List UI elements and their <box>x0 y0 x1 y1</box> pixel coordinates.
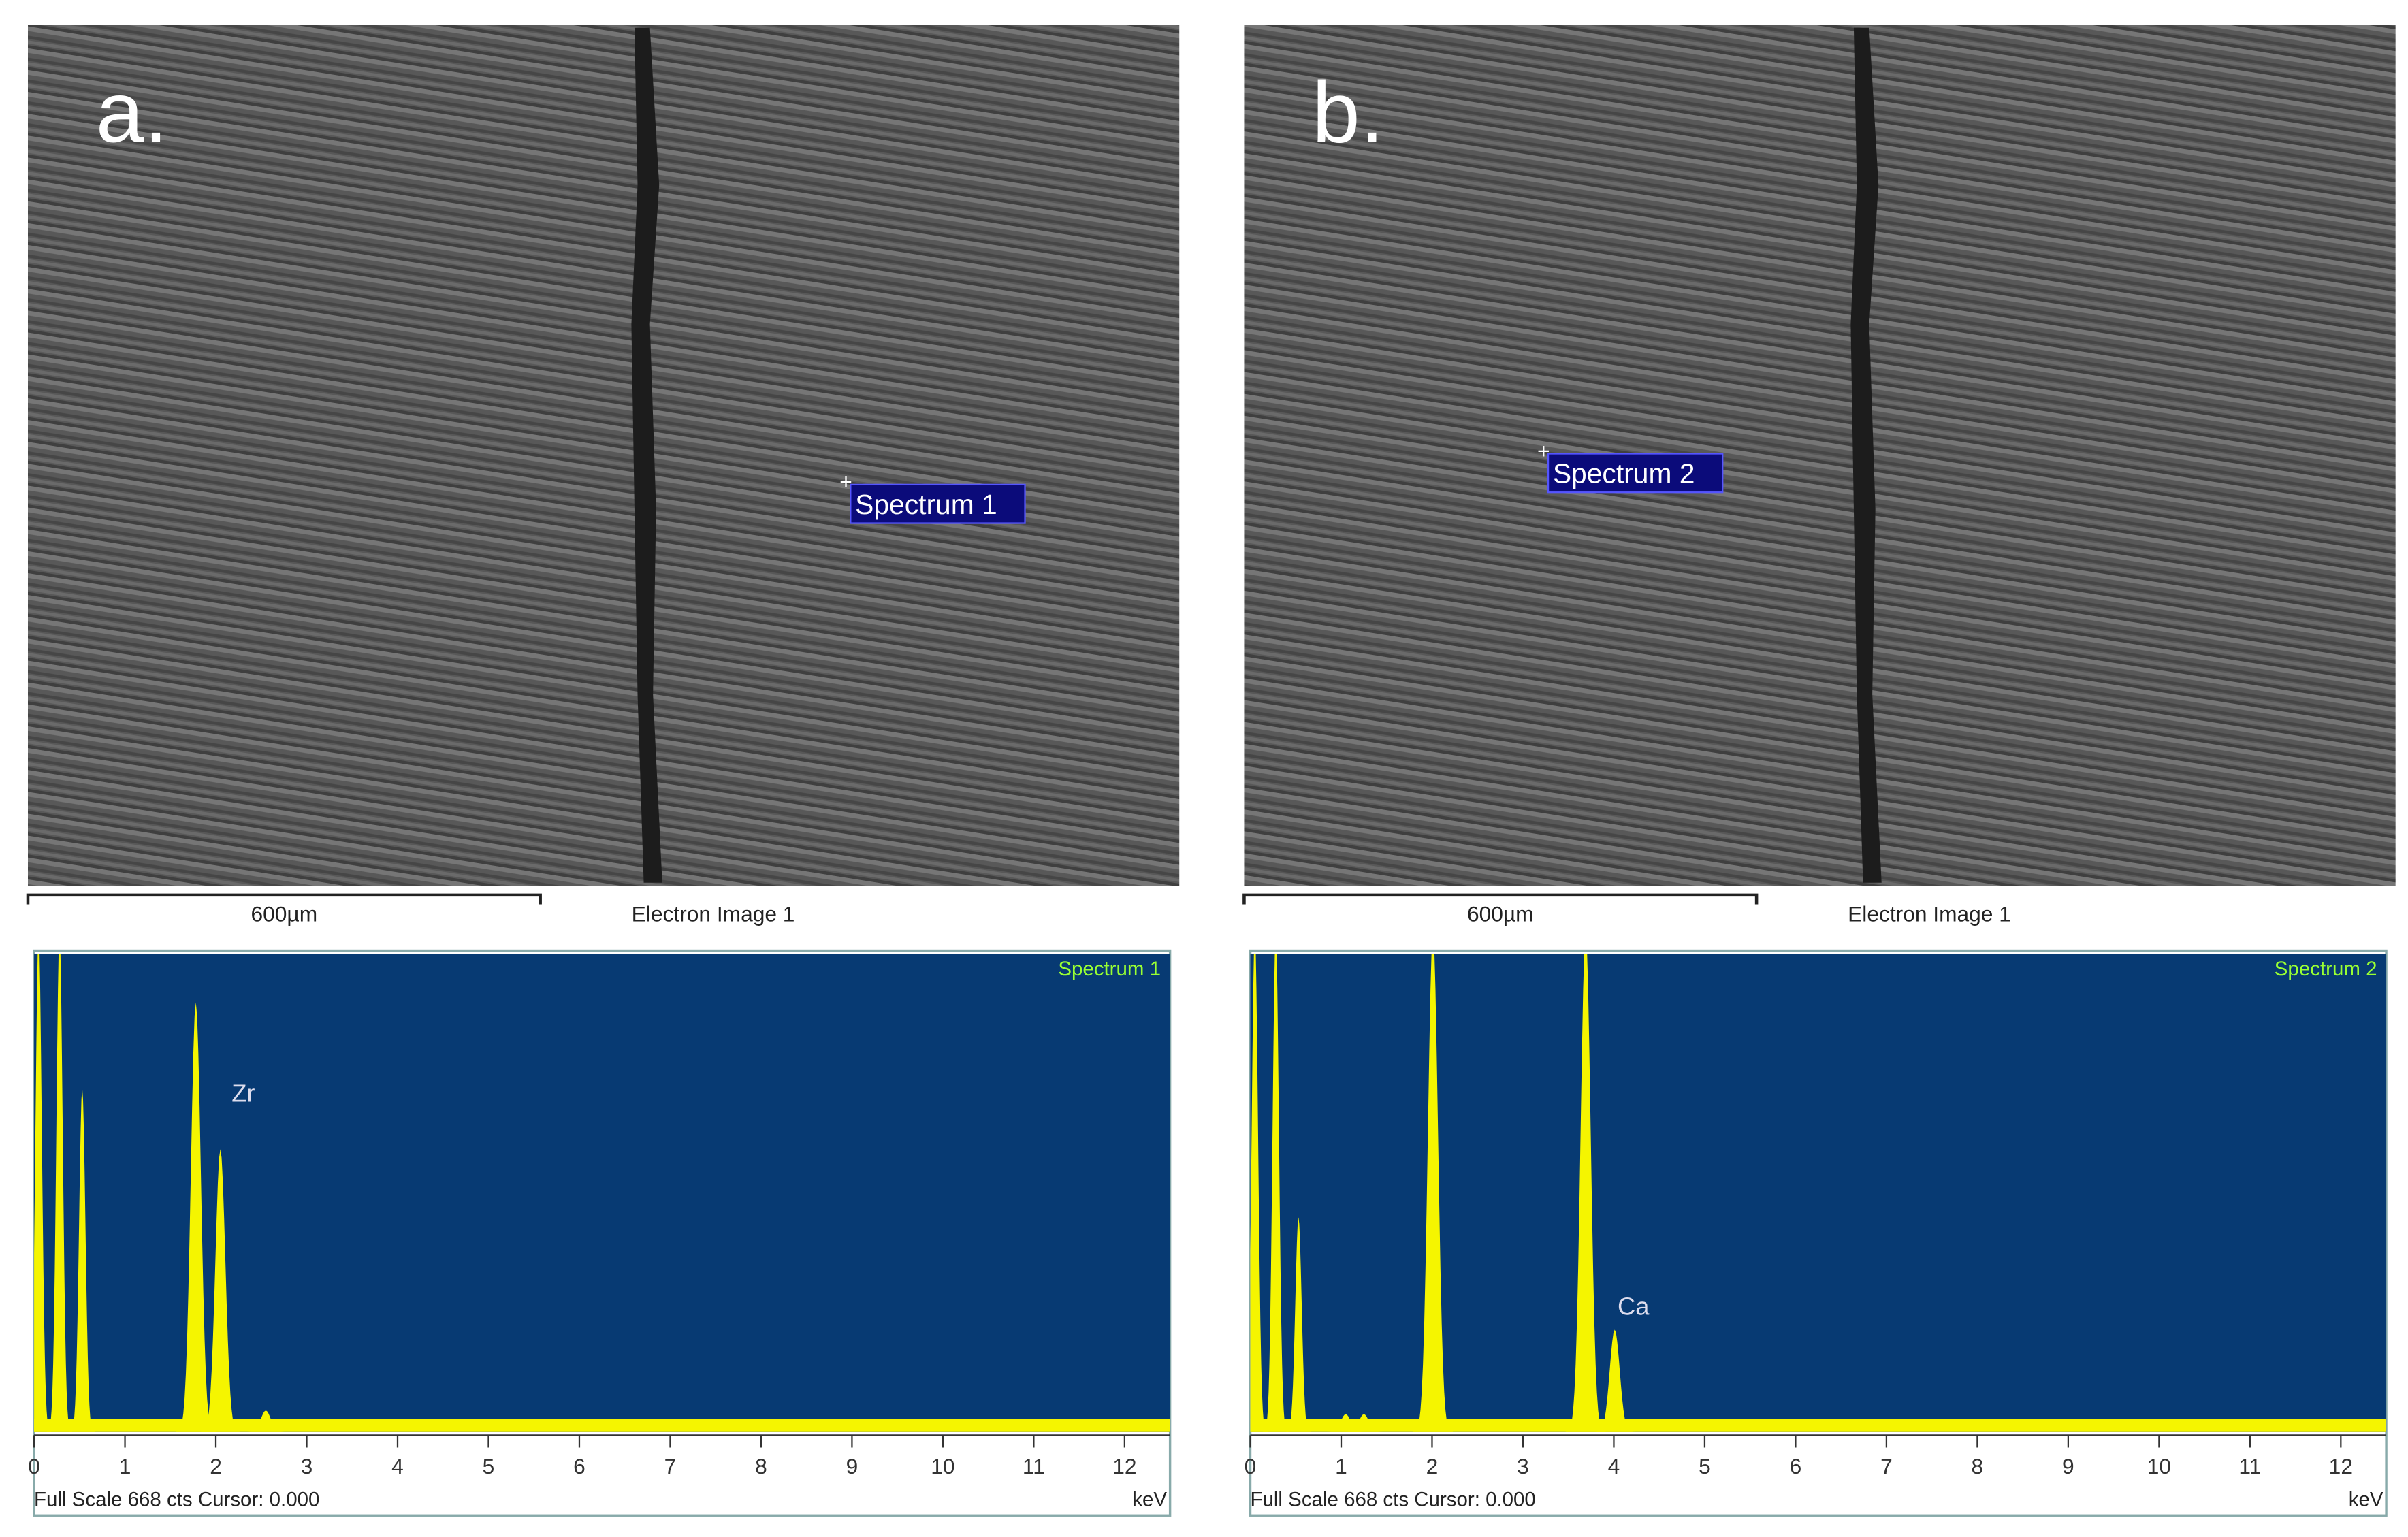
spectrum-trace <box>34 954 1170 1432</box>
peak <box>34 954 52 1432</box>
peak <box>1565 954 1606 1432</box>
x-tick-label: 8 <box>755 1454 767 1478</box>
spectrum-title: Spectrum 1 <box>1058 958 1161 980</box>
scale-bar <box>1242 893 1759 905</box>
marker-box <box>850 483 1026 524</box>
cursor-cross: + <box>1537 438 1550 463</box>
x-tick-label: 5 <box>1699 1454 1711 1478</box>
x-tick-label: 6 <box>573 1454 585 1478</box>
element-label: Zr <box>231 1080 255 1107</box>
x-tick-label: 10 <box>931 1454 954 1478</box>
spectrum-title: Spectrum 2 <box>2275 958 2377 980</box>
peak <box>1250 954 1268 1432</box>
x-tick-label: 0 <box>1245 1454 1257 1478</box>
x-tick-label: 0 <box>28 1454 40 1478</box>
scale-label: 600µm <box>251 901 318 926</box>
panel-label: b. <box>1312 64 1384 161</box>
image-caption: Electron Image 1 <box>1848 901 2011 926</box>
element-label: Ca <box>1618 1293 1650 1321</box>
marker-label: Spectrum 2 <box>1553 458 1695 489</box>
crack <box>1850 27 1882 883</box>
peak <box>176 1002 216 1432</box>
cursor-cross: + <box>839 470 852 494</box>
x-tick-label: 9 <box>846 1454 858 1478</box>
marker-box <box>1547 453 1724 494</box>
x-tick-label: 3 <box>1517 1454 1529 1478</box>
x-tick-label: 9 <box>2062 1454 2074 1478</box>
spectrum-footer: Full Scale 668 cts Cursor: 0.000 <box>1251 1489 1536 1511</box>
x-tick-label: 12 <box>2329 1454 2353 1478</box>
x-tick-label: 6 <box>1790 1454 1802 1478</box>
panel-label: a. <box>96 64 168 161</box>
peak <box>1344 1414 1384 1432</box>
x-tick-label: 2 <box>210 1454 222 1478</box>
x-tick-label: 4 <box>1608 1454 1620 1478</box>
sem-image <box>1244 25 2396 886</box>
background-counts <box>1250 1419 2387 1432</box>
peak <box>1326 1414 1366 1432</box>
x-tick-label: 2 <box>1426 1454 1439 1478</box>
x-tick-label: 1 <box>119 1454 131 1478</box>
x-tick-label: 7 <box>1880 1454 1893 1478</box>
sem-image <box>27 25 1180 886</box>
x-tick-label: 1 <box>1335 1454 1347 1478</box>
plot-area <box>1250 954 2387 1432</box>
x-tick-label: 5 <box>483 1454 495 1478</box>
peak <box>1594 1329 1635 1432</box>
spectrum-trace <box>1250 954 2387 1432</box>
scale-bar <box>26 893 542 905</box>
x-tick-label: 11 <box>1023 1454 1045 1478</box>
x-tick-label: 10 <box>2147 1454 2171 1478</box>
peak <box>246 1410 286 1432</box>
marker-label: Spectrum 1 <box>855 489 997 520</box>
x-unit: keV <box>2349 1489 2383 1511</box>
crack <box>631 27 662 883</box>
peak <box>1413 954 1454 1432</box>
background-counts <box>34 1419 1170 1432</box>
peak <box>200 1149 241 1432</box>
x-tick-label: 12 <box>1112 1454 1136 1478</box>
x-unit: keV <box>1132 1489 1167 1511</box>
image-caption: Electron Image 1 <box>632 901 795 926</box>
x-tick-label: 8 <box>1972 1454 1984 1478</box>
peak <box>46 954 73 1432</box>
x-tick-label: 7 <box>664 1454 677 1478</box>
peak <box>69 1088 95 1432</box>
scale-label: 600µm <box>1467 901 1534 926</box>
peak <box>1263 954 1289 1432</box>
x-tick-label: 4 <box>391 1454 404 1478</box>
x-tick-label: 11 <box>2238 1454 2261 1478</box>
x-tick-label: 3 <box>301 1454 313 1478</box>
spectrum-footer: Full Scale 668 cts Cursor: 0.000 <box>34 1489 319 1511</box>
peak <box>1285 1217 1311 1432</box>
